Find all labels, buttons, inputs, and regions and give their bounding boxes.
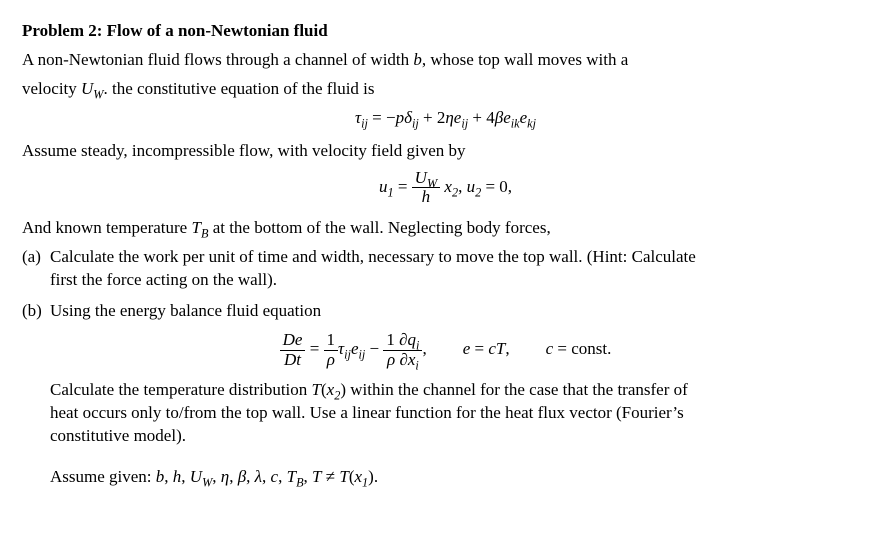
var-h: h	[173, 467, 182, 486]
tau-e: τijeij	[338, 339, 365, 358]
text: constitutive model).	[50, 426, 186, 445]
intro-line-4: And known temperature TB at the bottom o…	[22, 217, 869, 240]
x2: x2	[440, 177, 458, 196]
var-T: T	[312, 467, 321, 486]
text: =	[470, 339, 488, 358]
var-uw: UW	[190, 467, 212, 486]
text: ,	[278, 467, 287, 486]
var-c: c	[271, 467, 279, 486]
assume-given: Assume given: b, h, UW, η, β, λ, c, TB, …	[50, 466, 869, 489]
text: ≠	[322, 467, 340, 486]
text: first the force acting on the wall).	[50, 270, 277, 289]
text: =	[394, 177, 412, 196]
energy-balance-equation: DeDt = 1ρτijeij − 1 ∂qiρ ∂xi,e = cT,c = …	[22, 331, 869, 369]
text: Calculate the temperature distribution	[50, 380, 312, 399]
var-uw: UW	[81, 79, 103, 98]
var-eta: η	[221, 467, 229, 486]
text: ,	[422, 339, 426, 358]
text: heat occurs only to/from the top wall. U…	[50, 403, 684, 422]
part-a-label: (a)	[22, 246, 50, 292]
var-b: b	[156, 467, 165, 486]
text: , whose top wall moves with a	[422, 50, 628, 69]
cT: cT	[488, 339, 505, 358]
var-tb: TB	[287, 467, 304, 486]
de-dt: DeDt	[280, 331, 306, 369]
beta-ee: βeikekj	[495, 108, 536, 127]
text: ).	[368, 467, 378, 486]
text: ,	[181, 467, 190, 486]
dq-dx: 1 ∂qiρ ∂xi	[383, 331, 422, 369]
u2: u2	[467, 177, 482, 196]
c: c	[546, 339, 554, 358]
text: velocity	[22, 79, 81, 98]
text: + 2	[419, 108, 446, 127]
part-b-label: (b)	[22, 300, 50, 323]
intro-line-1: A non-Newtonian fluid flows through a ch…	[22, 49, 869, 72]
text: ,	[229, 467, 238, 486]
text: at the bottom of the wall. Neglecting bo…	[208, 218, 550, 237]
part-b: (b) Using the energy balance fluid equat…	[22, 300, 869, 323]
text: −	[365, 339, 383, 358]
text: . the constitutive equation of the fluid…	[104, 79, 375, 98]
one-over-rho: 1ρ	[324, 331, 339, 369]
var-b: b	[413, 50, 422, 69]
text: ,	[212, 467, 221, 486]
text: ,	[164, 467, 173, 486]
text: =	[305, 339, 323, 358]
u1: u1	[379, 177, 394, 196]
var-tb: TB	[191, 218, 208, 237]
text: ,	[505, 339, 509, 358]
problem-title: Problem 2: Flow of a non-Newtonian fluid	[22, 20, 869, 43]
text: = −	[368, 108, 396, 127]
text: ,	[304, 467, 313, 486]
text: ,	[262, 467, 271, 486]
text: = const.	[553, 339, 611, 358]
eta-e: ηeij	[445, 108, 468, 127]
var-lambda: λ	[255, 467, 262, 486]
text: within the channel for the case that the…	[346, 380, 688, 399]
intro-line-2: velocity UW. the constitutive equation o…	[22, 78, 869, 101]
part-a: (a) Calculate the work per unit of time …	[22, 246, 869, 292]
text: A non-Newtonian fluid flows through a ch…	[22, 50, 413, 69]
tau-ij: τij	[355, 108, 368, 127]
text: Calculate the work per unit of time and …	[50, 247, 696, 266]
x2-arg: x2	[327, 380, 341, 399]
text: And known temperature	[22, 218, 191, 237]
intro-line-3: Assume steady, incompressible flow, with…	[22, 140, 869, 163]
part-b-paragraph: Calculate the temperature distribution T…	[50, 379, 869, 448]
text: + 4	[468, 108, 495, 127]
p-delta: pδij	[396, 108, 419, 127]
part-b-body: Using the energy balance fluid equation	[50, 300, 869, 323]
uw-over-h: UWh	[412, 169, 440, 207]
text: = 0,	[481, 177, 512, 196]
var-beta: β	[238, 467, 246, 486]
velocity-field-equation: u1 = UWh x2, u2 = 0,	[22, 169, 869, 207]
text: ,	[246, 467, 255, 486]
text: Using the energy balance fluid equation	[50, 301, 321, 320]
var-Tx1: T	[339, 467, 348, 486]
text: ,	[458, 177, 467, 196]
text: Assume given:	[50, 467, 156, 486]
T-of-x2: T	[312, 380, 321, 399]
x1-arg: x1	[355, 467, 369, 486]
part-a-body: Calculate the work per unit of time and …	[50, 246, 869, 292]
constitutive-equation: τij = −pδij + 2ηeij + 4βeikekj	[22, 107, 869, 130]
